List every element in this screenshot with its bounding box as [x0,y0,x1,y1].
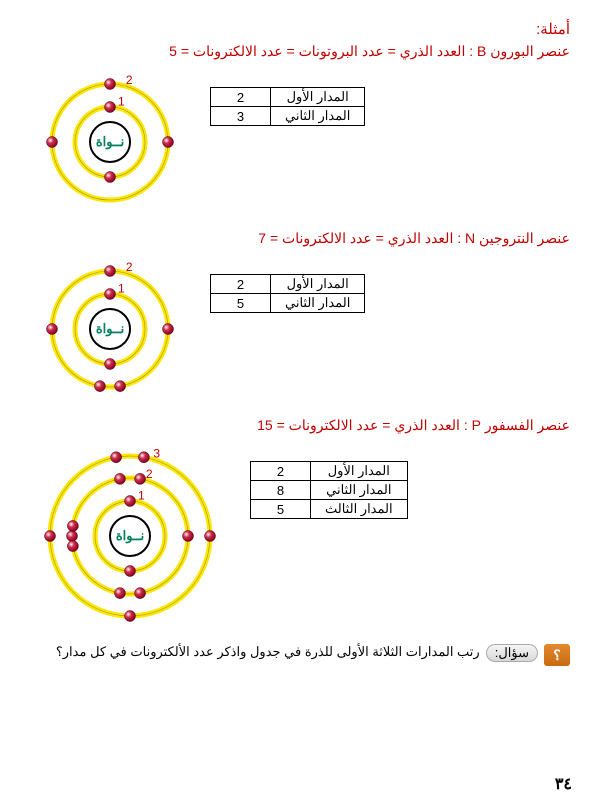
svg-text:نــواة: نــواة [96,134,124,150]
question-text: رتب المدارات الثلاثة الأولى للذرة في جدو… [56,644,480,660]
svg-text:2: 2 [126,260,133,274]
examples-container: عنصر البورون B : العدد الذري = عدد البرو… [30,43,570,636]
orbit-label-cell: المدار الأول [271,275,365,294]
examples-heading-text: أمثلة: [536,21,570,38]
atom-diagram: نــواة 123 [30,436,230,636]
example-line: عنصر الفسفور P : العدد الذري = عدد الالك… [30,417,570,434]
orbit-table: المدار الأول2المدار الثاني3 [210,87,365,126]
example-row: نــواة123المدار الأول2المدار الثاني8المد… [30,436,570,636]
orbit-table: المدار الأول2المدار الثاني5 [210,274,365,313]
svg-text:3: 3 [153,446,160,460]
atom-diagram: نــواة 12 [30,249,190,409]
orbit-value-cell: 5 [251,500,311,519]
question-badge: سؤال: [486,644,538,662]
svg-text:1: 1 [118,282,125,296]
orbit-value-cell: 8 [251,481,311,500]
orbit-label-cell: المدار الثاني [271,294,365,313]
orbit-label-cell: المدار الأول [271,88,365,107]
orbit-value-cell: 2 [211,88,271,107]
orbit-label-cell: المدار الثالث [311,500,408,519]
orbit-label-cell: المدار الثاني [311,481,408,500]
svg-text:نــواة: نــواة [96,321,124,337]
orbit-table: المدار الأول2المدار الثاني8المدار الثالث… [250,461,408,519]
example-row: نــواة12المدار الأول2المدار الثاني3 [30,62,570,222]
svg-text:1: 1 [118,95,125,109]
svg-text:1: 1 [138,489,145,503]
example-row: نــواة12المدار الأول2المدار الثاني5 [30,249,570,409]
orbit-value-cell: 3 [211,107,271,126]
orbit-value-cell: 2 [211,275,271,294]
orbit-label-cell: المدار الأول [311,462,408,481]
question-row: ؟ سؤال: رتب المدارات الثلاثة الأولى للذر… [30,644,570,666]
orbit-label-cell: المدار الثاني [271,107,365,126]
svg-text:نــواة: نــواة [116,528,144,544]
example-line: عنصر النتروجين N : العدد الذري = عدد الا… [30,230,570,247]
svg-text:2: 2 [146,467,153,481]
example-line: عنصر البورون B : العدد الذري = عدد البرو… [30,43,570,60]
question-icon: ؟ [544,644,570,666]
orbit-value-cell: 2 [251,462,311,481]
page-number: ٣٤ [555,774,572,794]
atom-diagram: نــواة 12 [30,62,190,222]
orbit-value-cell: 5 [211,294,271,313]
examples-heading: أمثلة: [30,20,570,39]
svg-text:2: 2 [126,73,133,87]
